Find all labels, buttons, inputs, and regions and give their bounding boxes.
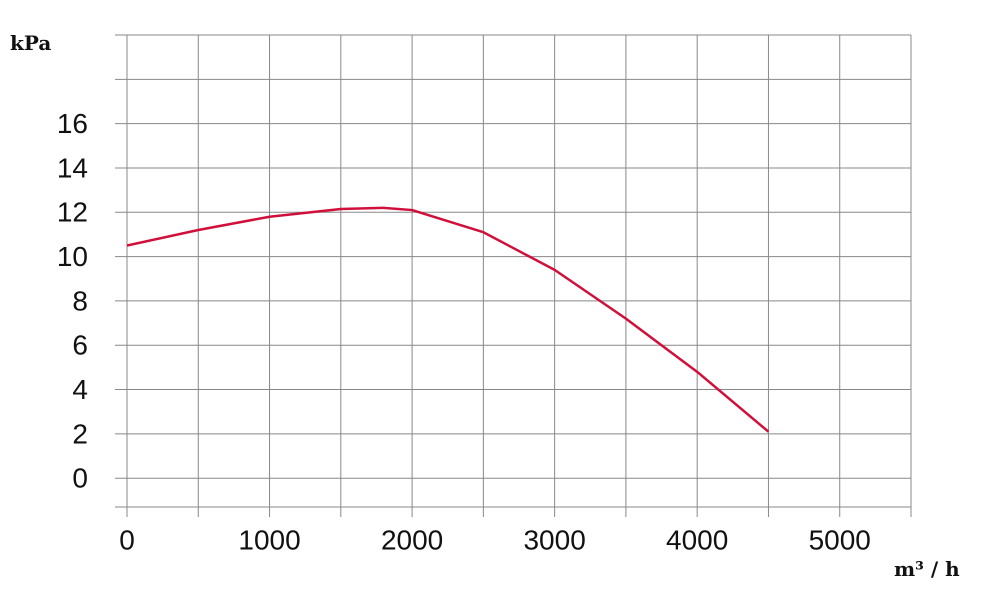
y-tick-label: 10 (57, 241, 88, 272)
y-tick-label: 16 (57, 108, 88, 139)
y-tick-label: 14 (57, 152, 88, 183)
x-tick-label: 0 (119, 524, 135, 555)
x-tick-label: 5000 (809, 524, 871, 555)
x-tick-label: 1000 (238, 524, 300, 555)
x-tick-label: 2000 (381, 524, 443, 555)
data-line (126, 206, 770, 433)
y-tick-label: 6 (72, 330, 88, 361)
x-tick-label: 3000 (523, 524, 585, 555)
y-tick-label: 4 (72, 374, 88, 405)
y-axis-label: kPa (10, 31, 51, 55)
y-tick-label: 0 (72, 463, 88, 494)
y-tick-label: 2 (72, 418, 88, 449)
x-axis-label: m³ / h (894, 557, 960, 581)
y-tick-label: 8 (72, 285, 88, 316)
y-tick-label: 12 (57, 197, 88, 228)
x-tick-label: 4000 (666, 524, 728, 555)
